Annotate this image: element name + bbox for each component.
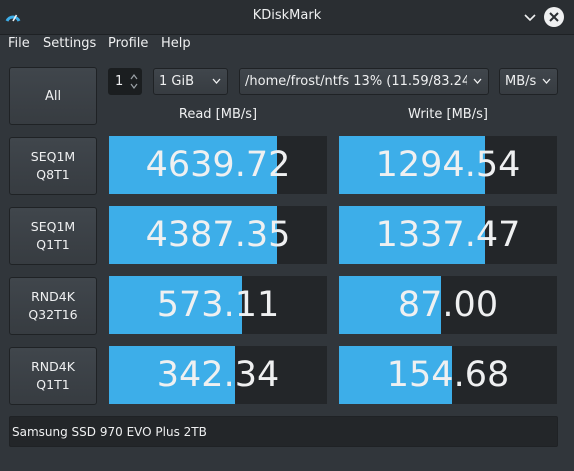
read-result-bar: 342.34 [109,346,327,404]
test-button-seq1m-q1t1[interactable]: SEQ1M Q1T1 [9,207,97,265]
app-gauge-icon [5,14,21,22]
device-name: Samsung SSD 970 EVO Plus 2TB [12,425,207,439]
test-label-line1: SEQ1M [30,149,76,164]
chevron-down-icon [473,78,482,84]
test-button-seq1m-q8t1[interactable]: SEQ1M Q8T1 [9,137,97,195]
menu-settings[interactable]: Settings [43,36,97,51]
menu-file[interactable]: File [8,36,30,51]
loops-value: 1 [115,74,124,89]
read-result-bar: 573.11 [109,276,327,334]
path-select[interactable]: /home/frost/ntfs 13% (11.59/83.24 Gi [239,68,489,95]
write-result-bar: 87.00 [339,276,557,334]
size-select[interactable]: 1 GiB [153,68,228,95]
size-value: 1 GiB [159,74,195,89]
loops-spinbox[interactable]: 1 [108,68,142,95]
spin-arrows-icon[interactable] [129,71,139,92]
write-result-bar: 1294.54 [339,136,557,194]
read-value: 342.34 [156,355,280,395]
chevron-down-icon [212,78,221,84]
write-value: 154.68 [386,355,510,395]
read-result-bar: 4387.35 [109,206,327,264]
test-button-rnd4k-q32t16[interactable]: RND4K Q32T16 [9,277,97,335]
write-fill [339,206,486,264]
test-label-line2: Q8T1 [36,167,70,182]
read-header: Read [MB/s] [178,107,258,122]
device-field[interactable]: Samsung SSD 970 EVO Plus 2TB [9,416,558,447]
write-fill [339,346,453,404]
all-button[interactable]: All [9,67,97,125]
read-fill [109,136,277,194]
write-result-bar: 154.68 [339,346,557,404]
minimize-icon[interactable] [520,7,540,27]
menu-bar: File Settings Profile Help [0,34,574,56]
read-value: 4639.72 [145,145,291,185]
test-label-line1: SEQ1M [30,219,76,234]
test-label-line2: Q1T1 [36,237,70,252]
all-button-label: All [44,88,62,104]
write-value: 1294.54 [375,145,521,185]
write-result-bar: 1337.47 [339,206,557,264]
test-button-rnd4k-q1t1[interactable]: RND4K Q1T1 [9,347,97,405]
write-value: 1337.47 [375,215,521,255]
write-fill [339,136,486,194]
title-bar: KDiskMark [0,0,574,35]
test-label-line2: Q1T1 [36,377,70,392]
write-fill [339,276,442,334]
unit-value: MB/s [505,74,537,89]
test-label-line2: Q32T16 [28,307,78,322]
read-fill [109,206,277,264]
test-label-line1: RND4K [31,359,75,374]
close-icon[interactable] [544,7,564,27]
test-label-line1: RND4K [31,289,75,304]
read-fill [109,276,242,334]
unit-select[interactable]: MB/s [499,68,558,95]
path-value: /home/frost/ntfs 13% (11.59/83.24 Gi [245,74,467,89]
read-value: 573.11 [156,285,280,325]
menu-help[interactable]: Help [161,36,191,51]
write-value: 87.00 [397,285,499,325]
read-result-bar: 4639.72 [109,136,327,194]
read-fill [109,346,236,404]
read-value: 4387.35 [145,215,291,255]
chevron-down-icon [542,78,551,84]
write-header: Write [MB/s] [408,107,488,122]
window-title: KDiskMark [252,8,322,23]
menu-profile[interactable]: Profile [108,36,149,51]
